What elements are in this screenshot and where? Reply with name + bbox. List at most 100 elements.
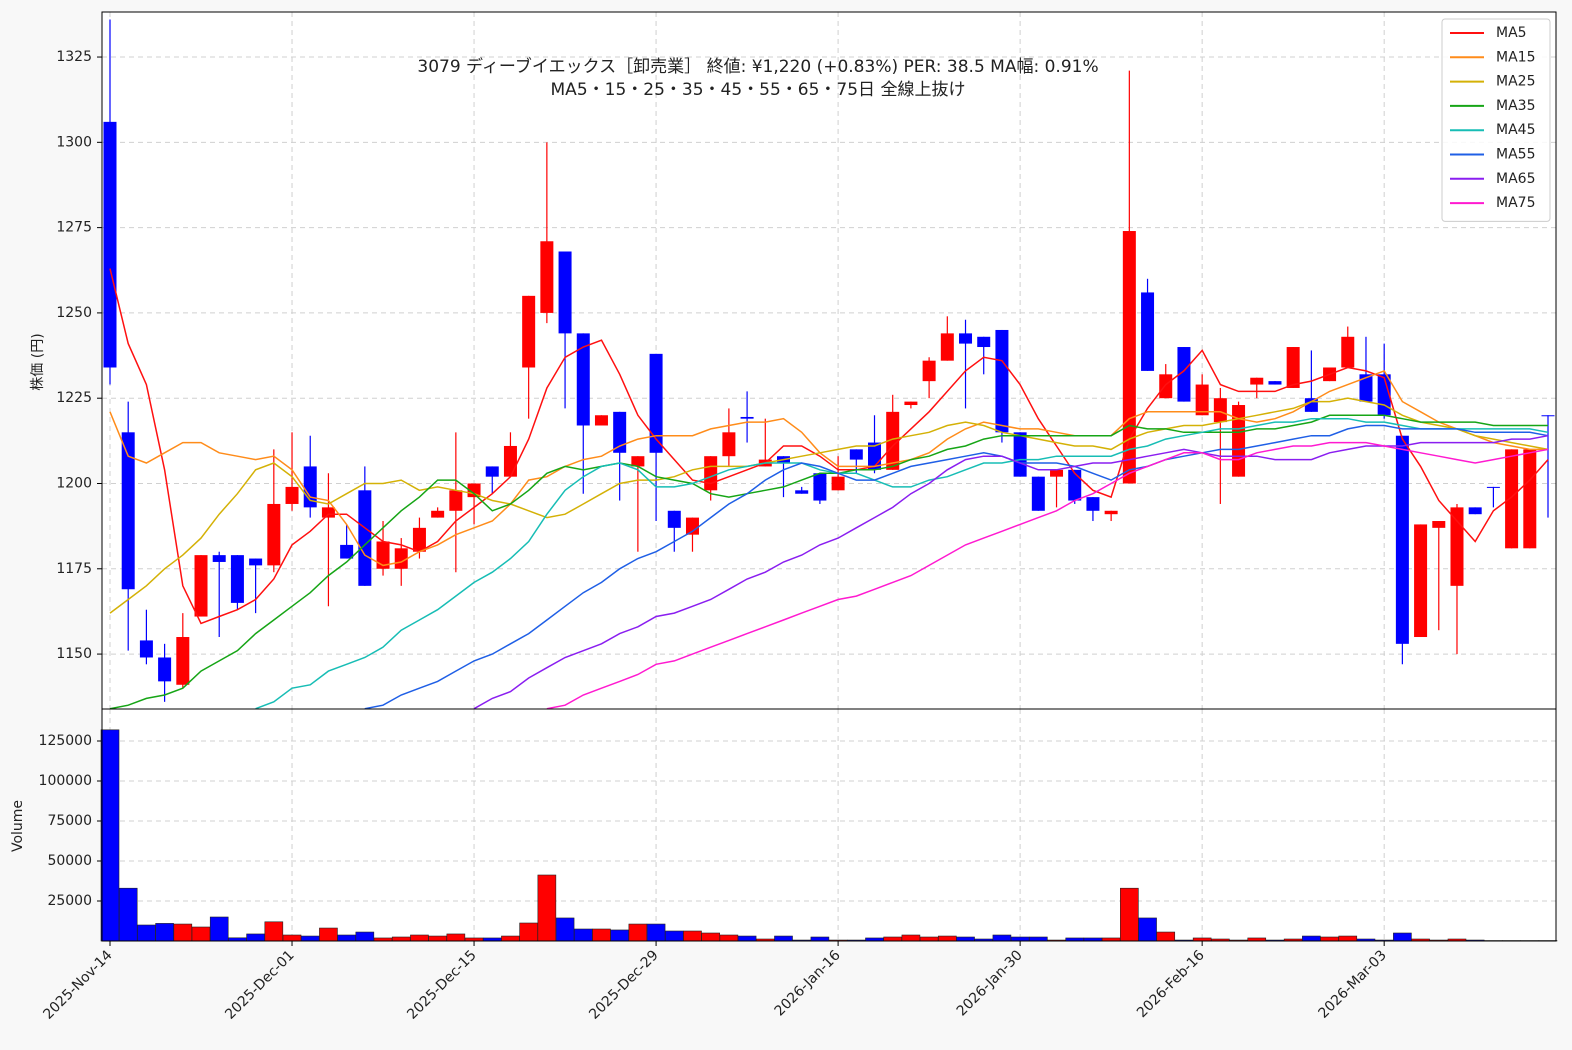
candle-body <box>1341 336 1355 368</box>
volume-bar <box>319 927 338 942</box>
x-tick-label: 2025-Dec-15 <box>404 947 479 1022</box>
x-tick-label: 2026-Jan-30 <box>954 947 1026 1019</box>
legend-label: MA45 <box>1496 122 1535 138</box>
volume-axis-label: Volume <box>10 800 26 852</box>
y-tick-label: 125000 <box>39 733 92 749</box>
candle-body <box>886 411 900 470</box>
candle-body <box>1159 374 1173 399</box>
y-tick-label: 1150 <box>56 646 92 662</box>
volume-bar <box>992 934 1012 942</box>
candle-body <box>1141 292 1155 371</box>
volume-bar <box>919 936 939 942</box>
candle-body <box>1104 510 1118 515</box>
candle-body <box>412 527 426 552</box>
candle-body <box>158 657 172 682</box>
candle-body <box>540 241 554 313</box>
volume-bar <box>391 936 411 942</box>
x-tick-label: 2025-Dec-29 <box>586 947 661 1022</box>
candle-body <box>176 637 190 685</box>
candle-body <box>340 544 354 559</box>
y-tick-label: 1275 <box>56 220 92 236</box>
ma-line <box>109 397 1549 614</box>
volume-bar <box>1138 917 1157 942</box>
candle-body <box>977 336 991 348</box>
candle-body <box>831 476 845 491</box>
legend-label: MA35 <box>1496 98 1535 114</box>
y-tick-label: 1200 <box>56 475 92 491</box>
volume-bar <box>155 923 174 942</box>
legend-label: MA75 <box>1496 195 1535 211</box>
legend-label: MA55 <box>1496 147 1535 163</box>
candle-body <box>103 121 117 368</box>
candle-body <box>959 333 973 344</box>
legend-label: MA5 <box>1496 25 1527 41</box>
candle-body <box>849 449 863 460</box>
candle-body <box>722 432 736 457</box>
volume-bar <box>555 917 575 942</box>
x-tick-label: 2025-Nov-14 <box>40 947 115 1022</box>
volume-bar <box>701 932 720 942</box>
candle-body <box>1359 374 1373 402</box>
volume-bar <box>810 936 830 942</box>
volume-bar <box>191 926 211 942</box>
candle-body <box>503 445 517 477</box>
volume-bar <box>264 921 284 942</box>
candle-body <box>667 510 681 528</box>
candle-body <box>1177 347 1191 402</box>
candle-body <box>485 466 499 477</box>
candle-body <box>394 548 408 569</box>
chart-title: 3079 ディーブイエックス［卸売業］ 終値: ¥1,220 (+0.83%) … <box>417 56 1098 77</box>
volume-bar <box>1338 935 1358 942</box>
candle-body <box>139 640 153 658</box>
candle-body <box>212 555 226 562</box>
y-tick-label: 25000 <box>47 893 92 909</box>
candle-body <box>1213 398 1227 423</box>
volume-bar <box>100 729 120 942</box>
candle-body <box>285 486 299 504</box>
x-tick-label: 2026-Mar-03 <box>1316 947 1390 1021</box>
volume-bar <box>628 923 648 942</box>
candle-body <box>795 490 809 494</box>
y-tick-label: 1300 <box>56 134 92 150</box>
volume-bar <box>137 924 156 942</box>
y-tick-label: 1325 <box>56 49 92 65</box>
y-axis-label: 株価 (円) <box>30 333 46 390</box>
volume-bar <box>1156 931 1176 942</box>
x-tick-label: 2026-Feb-16 <box>1134 947 1208 1021</box>
y-tick-label: 1250 <box>56 305 92 321</box>
y-tick-label: 50000 <box>47 853 92 869</box>
y-tick-label: 75000 <box>47 813 92 829</box>
candle-body <box>194 555 208 617</box>
volume-bar <box>246 933 265 942</box>
volume-bar <box>938 935 957 942</box>
ma-line <box>546 441 1549 709</box>
candle-body <box>704 456 718 491</box>
legend-label: MA65 <box>1496 171 1535 187</box>
candle-body <box>1068 469 1082 501</box>
candle-body <box>1432 521 1446 528</box>
candle-body <box>1414 524 1428 638</box>
volume-bar <box>1320 936 1339 942</box>
candle-body <box>576 333 590 426</box>
candle-body <box>649 353 663 453</box>
candle-body <box>1486 486 1500 488</box>
candle-body <box>1013 432 1027 477</box>
candle-body <box>594 415 608 426</box>
volume-bar <box>282 934 302 942</box>
volume-bar <box>956 936 975 942</box>
volume-bar <box>737 935 757 942</box>
candle-body <box>267 503 281 566</box>
candle-body <box>230 555 244 603</box>
volume-bar <box>774 935 793 942</box>
volume-bar <box>410 934 429 942</box>
candle-body <box>1450 507 1464 586</box>
volume-bar <box>337 934 356 942</box>
candle-body <box>631 456 645 467</box>
candle-body <box>1468 507 1482 515</box>
volume-bar <box>573 928 593 942</box>
x-tick-label: 2025-Dec-01 <box>222 947 297 1022</box>
volume-bar <box>901 934 921 942</box>
ma-line <box>109 268 1549 625</box>
candle-body <box>940 333 954 361</box>
volume-bar <box>537 874 557 942</box>
